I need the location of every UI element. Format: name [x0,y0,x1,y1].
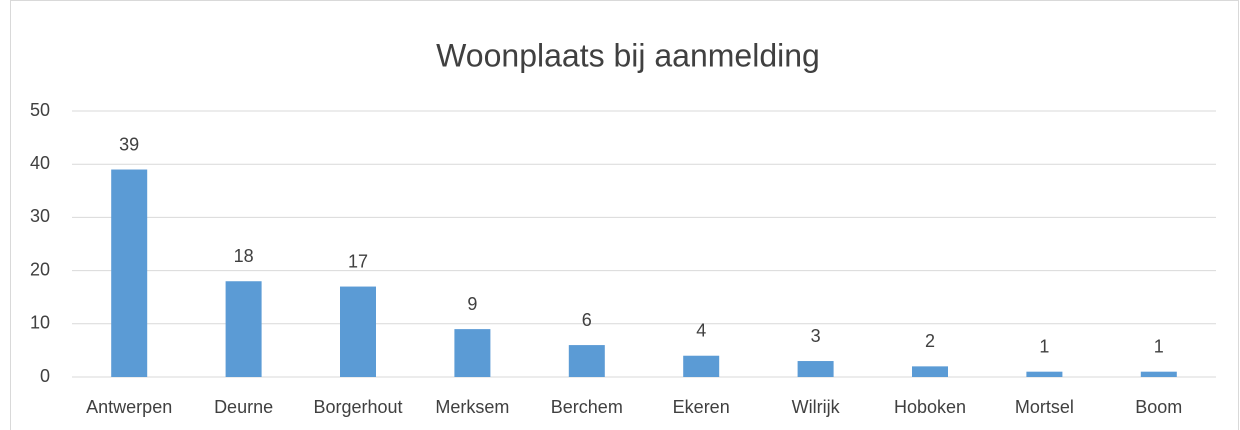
x-tick-label: Berchem [551,397,623,417]
x-tick-label: Merksem [435,397,509,417]
y-tick-label: 20 [30,259,50,279]
y-tick-label: 0 [40,366,50,386]
bar [568,345,605,377]
data-label: 1 [1039,336,1049,356]
data-label: 17 [348,251,368,271]
data-label: 4 [696,320,706,340]
data-label: 2 [925,331,935,351]
y-tick-label: 40 [30,153,50,173]
x-tick-label: Antwerpen [86,397,172,417]
x-tick-label: Borgerhout [313,397,402,417]
data-label: 39 [119,134,139,154]
y-tick-label: 10 [30,313,50,333]
data-label: 6 [582,310,592,330]
x-tick-label: Wilrijk [792,397,841,417]
bar [912,366,948,377]
data-label: 9 [467,294,477,314]
bar [1140,371,1177,377]
bar [797,361,834,377]
data-label: 18 [234,246,254,266]
x-tick-label: Mortsel [1015,397,1074,417]
data-label: 3 [811,326,821,346]
y-tick-label: 30 [30,206,50,226]
x-tick-label: Ekeren [673,397,730,417]
y-tick-label: 50 [30,100,50,120]
bar [454,329,491,377]
x-tick-label: Deurne [214,397,273,417]
bar [111,169,148,377]
x-tick-label: Hoboken [894,397,966,417]
data-label: 1 [1154,336,1164,356]
chart-title: Woonplaats bij aanmelding [436,37,820,73]
bar [225,281,262,377]
bar [683,355,720,377]
bar [340,286,376,377]
bar [1026,371,1063,377]
chart-frame [10,0,1239,430]
x-tick-label: Boom [1135,397,1182,417]
